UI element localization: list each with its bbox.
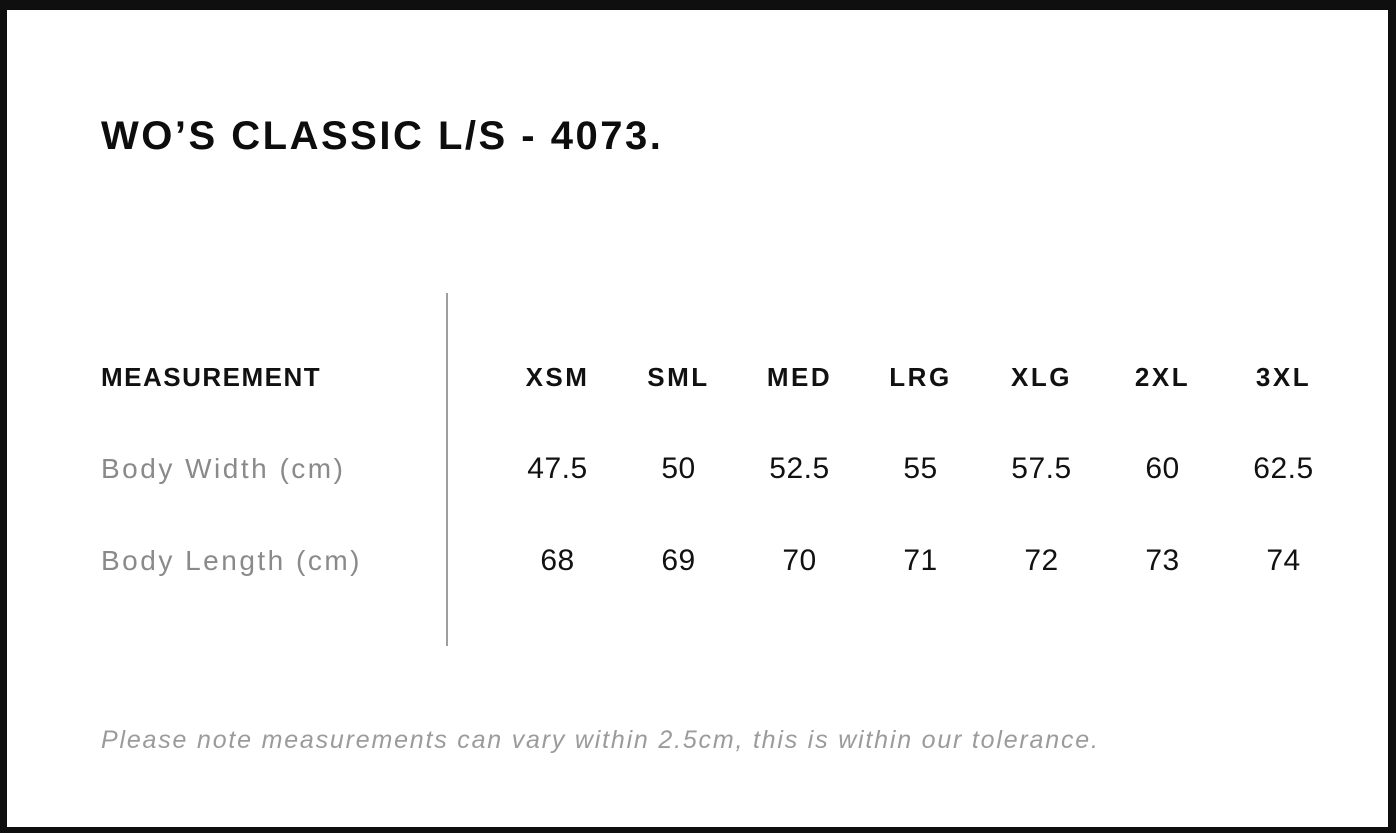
body-width-3xl: 62.5 xyxy=(1253,452,1314,485)
body-width-2xl: 60 xyxy=(1145,452,1180,485)
body-length-xsm: 68 xyxy=(540,544,575,577)
column-header-sml: SML xyxy=(647,361,710,392)
column-header-2xl: 2XL xyxy=(1134,361,1191,392)
column-header-lrg: LRG xyxy=(889,361,952,392)
body-width-lrg: 55 xyxy=(903,452,938,485)
column-header-3xl: 3XL xyxy=(1255,361,1312,392)
body-length-lrg: 71 xyxy=(903,544,938,577)
body-length-med: 70 xyxy=(782,544,817,577)
row-label-body-width: Body Width (cm) xyxy=(101,453,346,484)
body-length-3xl: 74 xyxy=(1266,544,1301,577)
column-header-measurement: MEASUREMENT xyxy=(101,361,322,392)
size-chart-table: MEASUREMENT XSM SML MED LRG XLG 2XL 3XL … xyxy=(101,331,1344,607)
body-width-xlg: 57.5 xyxy=(1011,452,1072,485)
body-length-sml: 69 xyxy=(661,544,696,577)
page-title: WO’S CLASSIC L/S - 4073. xyxy=(101,114,664,158)
body-length-xlg: 72 xyxy=(1024,544,1059,577)
column-header-xsm: XSM xyxy=(525,361,590,392)
column-header-xlg: XLG xyxy=(1011,361,1072,392)
column-header-med: MED xyxy=(766,361,833,392)
body-width-med: 52.5 xyxy=(769,452,830,485)
row-label-body-length: Body Length (cm) xyxy=(101,545,362,576)
body-length-2xl: 73 xyxy=(1145,544,1180,577)
body-width-sml: 50 xyxy=(661,452,696,485)
label-column-divider xyxy=(446,293,448,646)
body-width-xsm: 47.5 xyxy=(527,452,588,485)
tolerance-note: Please note measurements can vary within… xyxy=(101,726,1100,754)
